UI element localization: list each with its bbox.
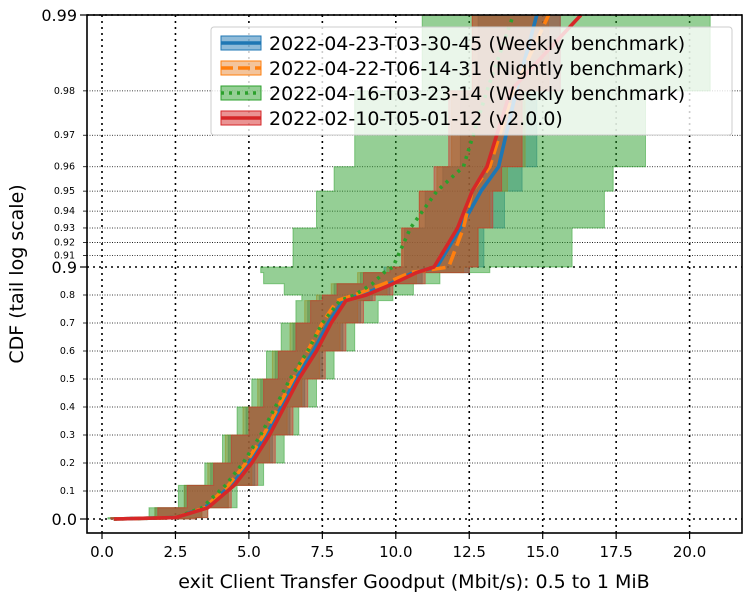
series-lines [113,15,583,521]
plot-frame [86,14,743,534]
x-tick-label: 17.5 [599,543,632,561]
y-minor-tick-label: 0.3 [60,430,75,441]
y-minor-tick-label: 0.97 [54,130,75,141]
legend-box [210,26,733,136]
y-minor-tick-label: 0.5 [60,374,75,385]
x-tick-label: 0.0 [90,543,114,561]
x-tick-label: 15.0 [526,543,559,561]
legend-label: 2022-04-23-T03-30-45 (Weekly benchmark) [269,33,685,55]
y-major-tick-label: 0.9 [52,258,77,277]
y-major-tick-label: 0.99 [41,6,77,25]
series-band [110,15,658,520]
x-axis-title: exit Client Transfer Goodput (Mbit/s): 0… [178,571,649,593]
y-minor-tick-label: 0.4 [60,402,75,413]
x-tick-label: 7.5 [310,543,334,561]
y-axis-title: CDF (tail log scale) [6,184,28,363]
y-minor-tick-label: 0.94 [54,206,75,217]
y-minor-tick-label: 0.92 [54,238,75,249]
y-minor-tick-label: 0.91 [54,250,75,261]
y-minor-tick-label: 0.95 [54,186,75,197]
legend-label: 2022-04-16-T03-23-14 (Weekly benchmark) [269,83,685,105]
y-minor-tick-label: 0.6 [60,346,75,357]
y-minor-tick-label: 0.1 [60,486,75,497]
x-tick-label: 2.5 [164,543,188,561]
y-minor-tick-label: 0.2 [60,458,75,469]
legend: 2022-04-23-T03-30-45 (Weekly benchmark) 2… [210,26,733,136]
y-minor-tick-label: 0.93 [54,223,75,234]
y-minor-tick-label: 0.96 [54,162,75,173]
y-minor-tick-label: 0.98 [54,86,75,97]
axis-ticks: 0.0 2.5 5.0 7.5 10.0 12.5 15.0 17.5 20.0 0.1 0.2 0.… [41,6,706,561]
legend-label: 2022-02-10-T05-01-12 (v2.0.0) [269,108,563,130]
confidence-bands [107,15,738,520]
x-tick-label: 12.5 [453,543,486,561]
series-band [107,15,738,520]
legend-label: 2022-04-22-T06-14-31 (Nightly benchmark) [269,58,684,80]
series-line [113,15,539,521]
x-tick-label: 5.0 [237,543,261,561]
y-minor-tick-label: 0.7 [60,318,75,329]
y-major-tick-label: 0.0 [52,510,77,529]
series-line [113,15,583,521]
x-tick-label: 20.0 [673,543,706,561]
x-tick-label: 10.0 [379,543,412,561]
y-minor-tick-label: 0.8 [60,290,75,301]
